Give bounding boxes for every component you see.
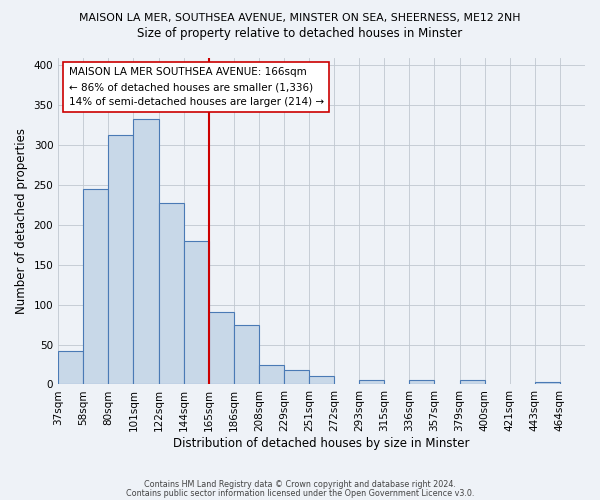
Y-axis label: Number of detached properties: Number of detached properties [15, 128, 28, 314]
Bar [460, 380, 485, 384]
Bar [83, 189, 109, 384]
Bar [58, 351, 83, 384]
Text: Size of property relative to detached houses in Minster: Size of property relative to detached ho… [137, 28, 463, 40]
Bar [234, 324, 259, 384]
Text: MAISON LA MER SOUTHSEA AVENUE: 166sqm
← 86% of detached houses are smaller (1,33: MAISON LA MER SOUTHSEA AVENUE: 166sqm ← … [69, 68, 324, 107]
Bar [133, 119, 158, 384]
Text: Contains public sector information licensed under the Open Government Licence v3: Contains public sector information licen… [126, 489, 474, 498]
Bar [409, 380, 434, 384]
Bar [209, 312, 234, 384]
Bar [284, 370, 309, 384]
Text: MAISON LA MER, SOUTHSEA AVENUE, MINSTER ON SEA, SHEERNESS, ME12 2NH: MAISON LA MER, SOUTHSEA AVENUE, MINSTER … [79, 12, 521, 22]
Text: Contains HM Land Registry data © Crown copyright and database right 2024.: Contains HM Land Registry data © Crown c… [144, 480, 456, 489]
Bar [535, 382, 560, 384]
Bar [359, 380, 385, 384]
Bar [309, 376, 334, 384]
X-axis label: Distribution of detached houses by size in Minster: Distribution of detached houses by size … [173, 437, 470, 450]
Bar [259, 364, 284, 384]
Bar [158, 202, 184, 384]
Bar [184, 241, 209, 384]
Bar [109, 135, 133, 384]
